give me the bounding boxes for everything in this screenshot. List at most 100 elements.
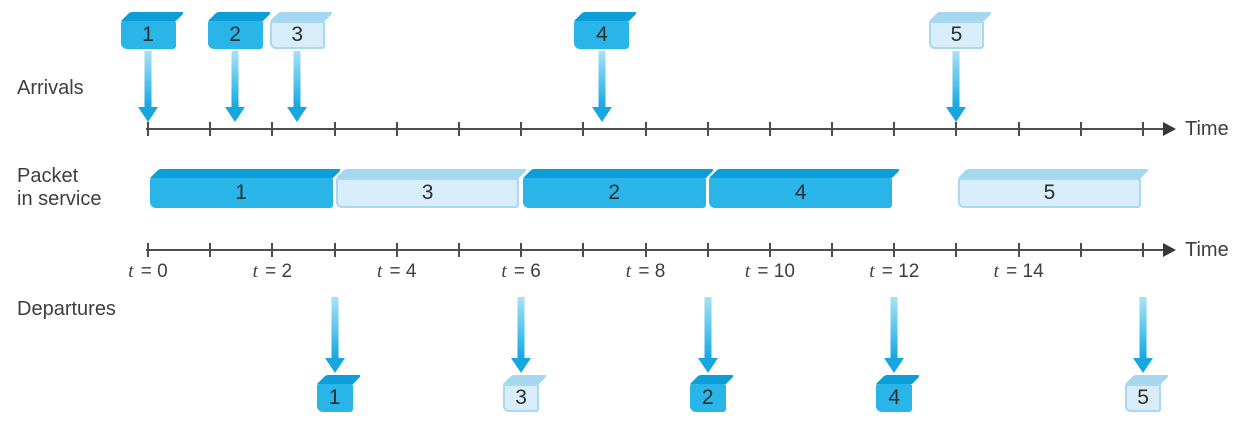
tick-label-variable: t xyxy=(128,261,134,282)
arrow-head xyxy=(511,358,532,373)
arrival-packet-3: 3 xyxy=(269,12,334,49)
packet-top-bevel xyxy=(522,169,715,178)
tick-label-variable: t xyxy=(625,261,632,282)
axis-tick xyxy=(706,243,709,257)
departure-arrow-icon xyxy=(1133,297,1154,373)
packet-top-bevel xyxy=(269,12,334,21)
arrival-packet-4: 4 xyxy=(574,12,639,49)
tick-label-t4: t = 4 xyxy=(376,261,417,282)
axis-tick xyxy=(147,122,149,136)
arrow-head xyxy=(697,358,718,373)
arrow-shaft xyxy=(952,51,960,107)
arrow-head xyxy=(591,107,612,122)
axis-tick xyxy=(831,122,834,136)
packet-number: 1 xyxy=(142,23,154,46)
packet-top-bevel xyxy=(316,375,362,384)
arrival-arrow-icon xyxy=(138,51,158,122)
service-bar-5: 5 xyxy=(957,169,1151,208)
arrow-shaft xyxy=(144,51,152,107)
packet-face: 4 xyxy=(876,384,913,412)
packet-number: 5 xyxy=(1043,181,1056,204)
axis-tick xyxy=(209,122,212,136)
tick-label-variable: t xyxy=(376,261,383,282)
axis-tick xyxy=(147,243,149,257)
axis-tick xyxy=(271,243,274,257)
arrow-head xyxy=(324,358,345,373)
axis-tick xyxy=(768,122,771,136)
packet-top-bevel xyxy=(709,169,902,178)
packet-face: 1 xyxy=(120,21,176,49)
axis-tick xyxy=(644,122,647,136)
packet-top-bevel xyxy=(207,12,272,21)
packet-face: 1 xyxy=(149,178,333,208)
arrow-head xyxy=(287,107,308,122)
arrival-arrow-icon xyxy=(591,51,612,122)
arrow-shaft xyxy=(1139,297,1147,358)
axis-tick xyxy=(1017,122,1020,136)
packet-face: 2 xyxy=(522,178,706,208)
arrow-head xyxy=(225,107,246,122)
packet-top-bevel xyxy=(149,169,342,178)
packet-face: 1 xyxy=(316,384,353,412)
packet-top-bevel xyxy=(336,169,529,178)
axis-tick xyxy=(831,243,834,257)
time-axis-bottom xyxy=(146,249,1163,251)
packet-in-service-label-line2: in service xyxy=(17,188,102,210)
packet-number: 5 xyxy=(1137,386,1149,409)
packet-number: 2 xyxy=(701,386,714,409)
time-axis-arrow-icon xyxy=(1163,243,1176,257)
departures-row-label: Departures xyxy=(17,298,116,320)
tick-label-variable: t xyxy=(869,261,875,282)
departure-arrow-icon xyxy=(511,297,532,373)
axis-tick xyxy=(1142,122,1145,136)
arrow-shaft xyxy=(890,297,898,358)
packet-top-bevel xyxy=(574,12,639,21)
axis-tick xyxy=(582,243,585,257)
axis-tick xyxy=(1079,243,1082,257)
packet-face: 3 xyxy=(269,21,325,49)
axis-tick xyxy=(1079,122,1082,136)
axis-tick xyxy=(706,122,709,136)
departure-packet-4: 4 xyxy=(876,375,922,412)
packet-face: 5 xyxy=(957,178,1142,208)
axis-tick xyxy=(768,243,771,257)
axis-tick xyxy=(644,243,647,257)
packet-number: 4 xyxy=(794,181,807,204)
arrivals-row-label: Arrivals xyxy=(17,77,84,99)
time-axis-arrow-icon xyxy=(1163,122,1176,136)
axis-tick xyxy=(333,122,336,136)
tick-label-t0: t = 0 xyxy=(128,261,168,282)
packet-top-bevel xyxy=(120,12,185,21)
arrow-shaft xyxy=(598,51,606,107)
departure-packet-5: 5 xyxy=(1125,375,1171,412)
time-axis-label: Time xyxy=(1185,239,1229,261)
axis-tick xyxy=(955,243,958,257)
packet-number: 1 xyxy=(235,181,247,204)
axis-tick xyxy=(457,243,460,257)
arrow-head xyxy=(1133,358,1154,373)
arrow-shaft xyxy=(704,297,712,358)
axis-tick xyxy=(520,243,523,257)
service-bar-4: 4 xyxy=(709,169,902,208)
service-bar-2: 2 xyxy=(522,169,715,208)
time-axis-label: Time xyxy=(1185,118,1229,140)
axis-tick xyxy=(582,122,585,136)
arrival-arrow-icon xyxy=(225,51,246,122)
tick-label-variable: t xyxy=(501,261,507,282)
tick-label-variable: t xyxy=(252,261,258,282)
packet-in-service-label-line1: Packet xyxy=(17,165,79,187)
packet-number: 4 xyxy=(888,386,901,409)
arrow-shaft xyxy=(331,297,339,358)
packet-number: 5 xyxy=(950,23,963,46)
axis-tick xyxy=(209,243,212,257)
arrival-arrow-icon xyxy=(946,51,967,122)
service-bar-3: 3 xyxy=(336,169,529,208)
departure-arrow-icon xyxy=(324,297,345,373)
tick-label-t2: t = 2 xyxy=(252,261,293,282)
departure-packet-1: 1 xyxy=(316,375,362,412)
tick-label-variable: t xyxy=(744,261,751,282)
tick-label-t14: t = 14 xyxy=(993,261,1044,282)
packet-face: 4 xyxy=(574,21,630,49)
axis-tick xyxy=(955,122,958,136)
